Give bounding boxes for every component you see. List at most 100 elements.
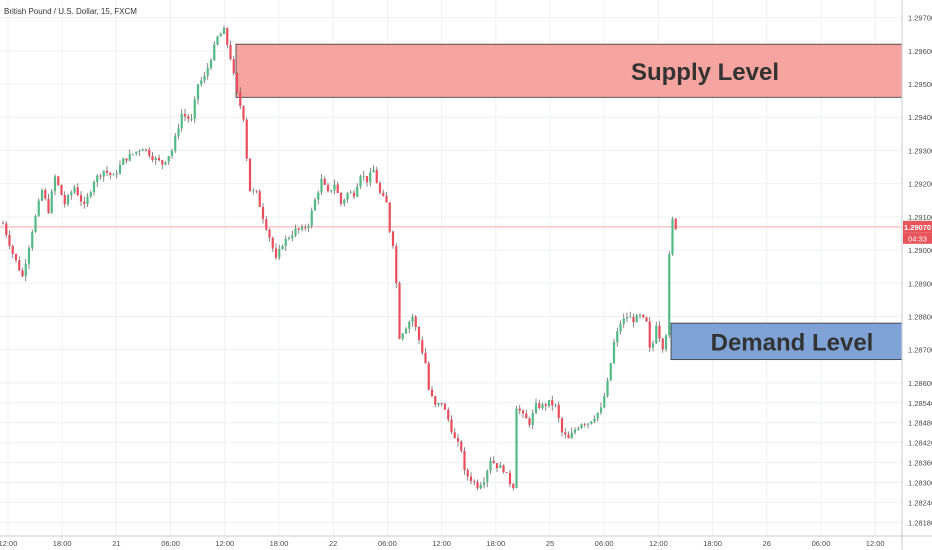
demand-zone — [670, 322, 903, 361]
candle-body — [424, 352, 427, 364]
candle-body — [265, 219, 268, 230]
candle-body — [83, 201, 86, 205]
x-tick-label: 18:00 — [53, 539, 72, 548]
candle-body — [5, 223, 8, 235]
candle-body — [599, 407, 603, 413]
candle-body — [359, 176, 362, 187]
candle-body — [482, 482, 486, 485]
candle-body — [642, 314, 645, 318]
candle-body — [92, 182, 96, 193]
candle-body — [525, 413, 528, 419]
candle-body — [486, 470, 489, 483]
candle-body — [222, 28, 226, 35]
candle-body — [557, 404, 560, 419]
y-tick-label: 1.28900 — [908, 279, 932, 288]
candle-body — [414, 316, 417, 328]
candle-body — [661, 338, 664, 350]
candle-body — [96, 175, 99, 183]
candle-body — [421, 339, 424, 353]
candle-body — [515, 408, 518, 489]
candle-body — [580, 424, 583, 429]
x-tick-label: 12:00 — [432, 539, 451, 548]
candle-body — [674, 218, 677, 230]
x-tick-label: 12:00 — [649, 539, 668, 548]
candle-body — [40, 190, 44, 201]
candle-body — [554, 404, 557, 406]
countdown-badge-bg — [903, 232, 932, 244]
candle-body — [339, 192, 343, 204]
candle-body — [154, 157, 157, 161]
candle-body — [8, 234, 11, 246]
candle-body — [89, 192, 92, 197]
candle-body — [177, 128, 180, 136]
candle-body — [372, 169, 375, 173]
candle-body — [567, 434, 570, 439]
candle-body — [167, 156, 170, 162]
candle-body — [11, 245, 14, 254]
candle-body — [196, 84, 200, 100]
y-tick-label: 1.29100 — [908, 213, 932, 222]
candle-body — [476, 481, 479, 489]
candle-body — [343, 199, 346, 204]
candle-body — [281, 245, 284, 250]
candle-body — [564, 432, 567, 435]
candle-body — [577, 428, 580, 430]
candle-body — [63, 195, 66, 205]
candle-body — [479, 484, 482, 489]
current-price-badge: 1.29070 04:33 — [903, 220, 932, 244]
candle-body — [362, 175, 365, 177]
x-tick-label: 06:00 — [595, 539, 614, 548]
candle-body — [320, 178, 323, 193]
candle-body — [317, 192, 320, 200]
candle-body — [586, 423, 590, 425]
candle-body — [411, 316, 414, 322]
candle-body — [573, 429, 577, 433]
candle-body — [232, 59, 235, 74]
current-price-label: 1.29070 — [904, 223, 931, 232]
candle-body — [430, 389, 434, 397]
candle-body — [213, 44, 216, 61]
candle-body — [538, 403, 541, 409]
candle-body — [14, 253, 18, 261]
candle-body — [528, 418, 531, 425]
candle-body — [398, 283, 401, 339]
candle-body — [625, 317, 629, 319]
x-axis[interactable]: 12:00 18:00 21 06:00 12:00 18:00 22 06:00 12:00 1… — [0, 539, 885, 548]
candle-body — [391, 231, 395, 247]
candle-body — [239, 92, 242, 107]
candle-body — [60, 184, 63, 196]
candle-body — [544, 404, 547, 406]
candle-body — [66, 195, 70, 205]
candle-body — [547, 400, 551, 406]
candle-body — [300, 227, 304, 230]
candle-body — [138, 150, 141, 152]
x-tick-label: 18:00 — [486, 539, 505, 548]
candle-body — [278, 249, 281, 258]
y-tick-label: 1.29500 — [908, 80, 932, 89]
candle-body — [404, 328, 408, 334]
candle-body — [219, 34, 222, 37]
candle-body — [141, 149, 144, 151]
candle-body — [31, 231, 34, 248]
candle-body — [453, 432, 456, 439]
y-tick-label: 1.28420 — [908, 439, 932, 448]
candle-body — [271, 237, 274, 249]
candle-body — [326, 184, 330, 192]
y-tick-label: 1.29600 — [908, 47, 932, 56]
candle-body — [128, 153, 131, 161]
candle-body — [135, 151, 138, 154]
candle-body — [47, 198, 50, 213]
y-tick-label: 1.29400 — [908, 113, 932, 122]
candle-body — [596, 412, 599, 419]
y-tick-label: 1.29300 — [908, 146, 932, 155]
candle-body — [148, 149, 151, 157]
candle-body — [109, 172, 112, 175]
candle-body — [330, 190, 333, 192]
candle-body — [629, 316, 632, 318]
x-tick-label: 06:00 — [812, 539, 831, 548]
candle-body — [105, 170, 109, 173]
y-axis[interactable]: 1.29700 1.29600 1.29500 1.29400 1.29300 1.292… — [908, 14, 932, 528]
candle-body — [255, 190, 258, 192]
candles — [1, 25, 677, 491]
